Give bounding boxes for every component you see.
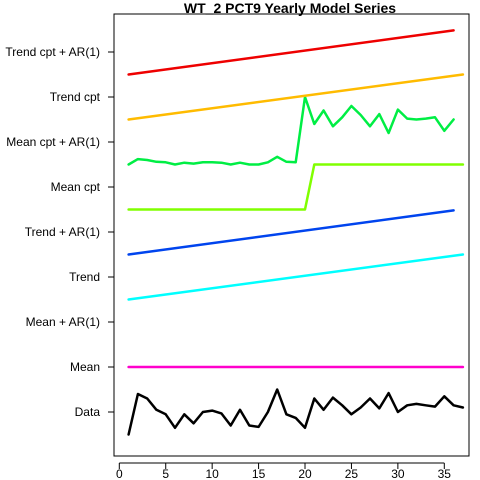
plot-frame	[113, 13, 470, 457]
y-tick-label-mean: Mean	[70, 360, 100, 374]
y-tick-label-trend-cpt: Trend cpt	[50, 90, 101, 104]
y-tick-label-mean-cpt: Mean cpt	[51, 180, 101, 194]
x-tick-label-0: 0	[116, 467, 123, 480]
y-axis-labels: Data Mean Mean + AR(1) Trend Trend + AR(1) Me…	[5, 45, 114, 419]
series-line-trend-cpt	[127, 73, 465, 121]
x-tick-label-30: 30	[391, 467, 405, 480]
x-tick-label-25: 25	[345, 467, 359, 480]
x-tick-label-5: 5	[162, 467, 169, 480]
chart-title: WT_2 PCT9 Yearly Model Series	[184, 0, 396, 16]
series-line-mean-cpt-ar-1	[127, 95, 455, 166]
x-tick-label-20: 20	[298, 467, 312, 480]
x-tick-label-15: 15	[252, 467, 266, 480]
y-tick-label-trend-cpt-ar-1: Trend cpt + AR(1)	[5, 45, 100, 59]
y-tick-label-trend: Trend	[69, 270, 100, 284]
series-line-trend	[127, 253, 465, 301]
y-tick-label-trend-ar-1: Trend + AR(1)	[25, 225, 100, 239]
x-axis: 0 5 10 15 20 25 30 35	[116, 462, 452, 480]
y-tick-label-mean-cpt-ar-1: Mean cpt + AR(1)	[6, 135, 100, 149]
y-tick-label-mean-ar-1: Mean + AR(1)	[26, 315, 100, 329]
y-tick-label-data: Data	[75, 405, 101, 419]
x-tick-label-35: 35	[438, 467, 452, 480]
series-line-mean-cpt	[127, 163, 465, 211]
series-line-trend-ar-1	[127, 209, 455, 256]
x-tick-label-10: 10	[205, 467, 219, 480]
series-line-trend-cpt-ar-1	[127, 29, 455, 76]
series-line-data	[127, 388, 465, 436]
series-layer	[127, 29, 465, 436]
